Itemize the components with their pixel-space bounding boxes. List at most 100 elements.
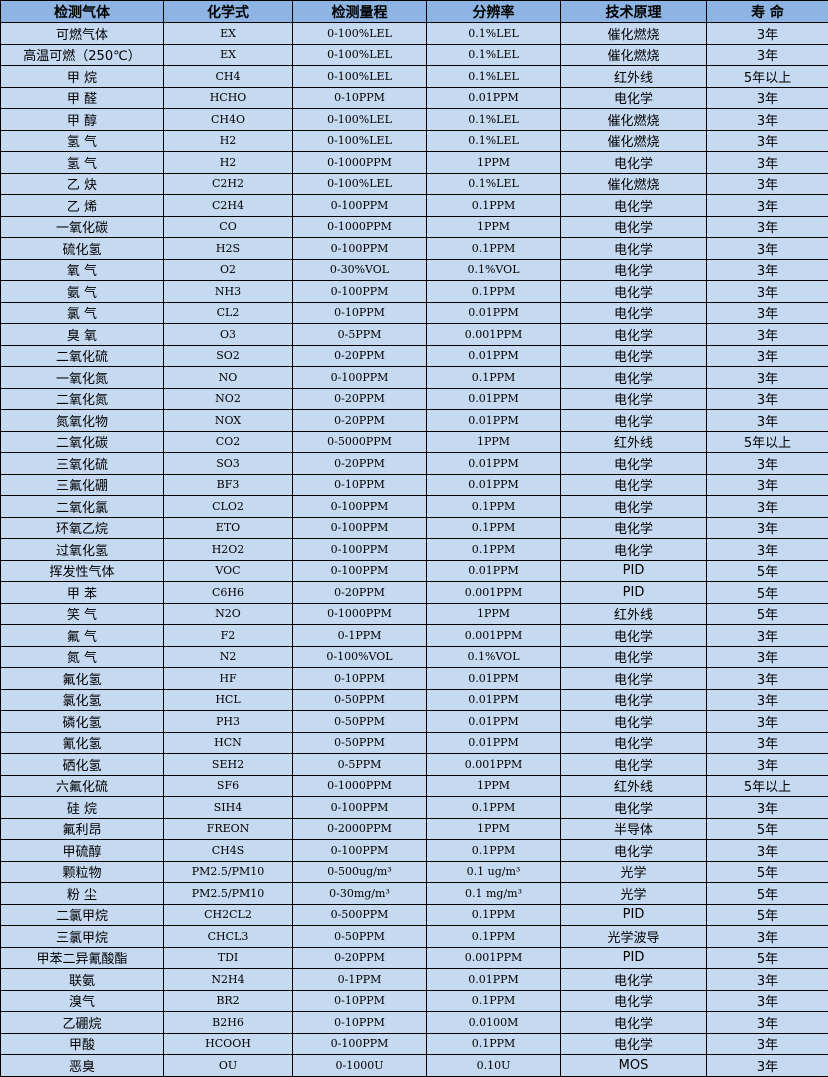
gas-cell: 氢 气 (1, 152, 164, 174)
formula-cell: HCOOH (164, 1033, 293, 1055)
formula-cell: CO2 (164, 431, 293, 453)
gas-cell: 二氧化硫 (1, 345, 164, 367)
range-cell: 0-10PPM (293, 474, 427, 496)
range-cell: 0-500ug/m³ (293, 861, 427, 883)
range-cell: 0-20PPM (293, 582, 427, 604)
resolution-cell: 0.1%LEL (427, 44, 561, 66)
gas-cell: 臭 氧 (1, 324, 164, 346)
formula-cell: CH4 (164, 66, 293, 88)
range-cell: 0-5PPM (293, 324, 427, 346)
principle-cell: 电化学 (561, 324, 707, 346)
principle-cell: 电化学 (561, 1012, 707, 1034)
range-cell: 0-100PPM (293, 238, 427, 260)
resolution-cell: 0.0100M (427, 1012, 561, 1034)
range-cell: 0-1PPM (293, 625, 427, 647)
lifespan-cell: 3年 (707, 496, 828, 518)
range-cell: 0-100PPM (293, 195, 427, 217)
gas-cell: 甲酸 (1, 1033, 164, 1055)
gas-cell: 乙 烯 (1, 195, 164, 217)
range-cell: 0-100PPM (293, 560, 427, 582)
principle-cell: 电化学 (561, 1033, 707, 1055)
lifespan-cell: 3年 (707, 87, 828, 109)
principle-cell: PID (561, 947, 707, 969)
lifespan-cell: 3年 (707, 689, 828, 711)
lifespan-cell: 5年 (707, 904, 828, 926)
principle-cell: 电化学 (561, 754, 707, 776)
range-cell: 0-100%LEL (293, 66, 427, 88)
range-cell: 0-100PPM (293, 1033, 427, 1055)
formula-cell: EX (164, 23, 293, 45)
principle-cell: 电化学 (561, 732, 707, 754)
principle-cell: 电化学 (561, 840, 707, 862)
resolution-cell: 0.1%LEL (427, 23, 561, 45)
header-gas: 检测气体 (1, 1, 164, 23)
header-range: 检测量程 (293, 1, 427, 23)
range-cell: 0-5000PPM (293, 431, 427, 453)
gas-cell: 二氧化碳 (1, 431, 164, 453)
resolution-cell: 0.1PPM (427, 517, 561, 539)
gas-cell: 氮 气 (1, 646, 164, 668)
formula-cell: SEH2 (164, 754, 293, 776)
resolution-cell: 0.01PPM (427, 345, 561, 367)
principle-cell: 催化燃烧 (561, 109, 707, 131)
gas-cell: 三氯甲烷 (1, 926, 164, 948)
formula-cell: EX (164, 44, 293, 66)
lifespan-cell: 3年 (707, 130, 828, 152)
lifespan-cell: 3年 (707, 1055, 828, 1077)
resolution-cell: 0.001PPM (427, 754, 561, 776)
gas-cell: 氧 气 (1, 259, 164, 281)
range-cell: 0-10PPM (293, 668, 427, 690)
lifespan-cell: 3年 (707, 152, 828, 174)
gas-cell: 甲 烷 (1, 66, 164, 88)
resolution-cell: 0.1PPM (427, 539, 561, 561)
principle-cell: PID (561, 904, 707, 926)
gas-cell: 溴气 (1, 990, 164, 1012)
principle-cell: 电化学 (561, 474, 707, 496)
lifespan-cell: 3年 (707, 1033, 828, 1055)
principle-cell: 电化学 (561, 689, 707, 711)
principle-cell: 光学 (561, 883, 707, 905)
resolution-cell: 0.001PPM (427, 625, 561, 647)
range-cell: 0-10PPM (293, 1012, 427, 1034)
resolution-cell: 0.1PPM (427, 1033, 561, 1055)
lifespan-cell: 3年 (707, 711, 828, 733)
formula-cell: NH3 (164, 281, 293, 303)
header-row: 检测气体 化学式 检测量程 分辨率 技术原理 寿 命 (1, 1, 828, 23)
principle-cell: 电化学 (561, 625, 707, 647)
resolution-cell: 0.1PPM (427, 797, 561, 819)
formula-cell: PH3 (164, 711, 293, 733)
range-cell: 0-10PPM (293, 87, 427, 109)
principle-cell: 电化学 (561, 711, 707, 733)
principle-cell: 电化学 (561, 388, 707, 410)
formula-cell: N2H4 (164, 969, 293, 991)
formula-cell: CH4S (164, 840, 293, 862)
gas-cell: 过氧化氢 (1, 539, 164, 561)
resolution-cell: 0.1%VOL (427, 259, 561, 281)
formula-cell: SIH4 (164, 797, 293, 819)
lifespan-cell: 3年 (707, 754, 828, 776)
range-cell: 0-1PPM (293, 969, 427, 991)
principle-cell: 电化学 (561, 410, 707, 432)
lifespan-cell: 5年 (707, 582, 828, 604)
gas-cell: 挥发性气体 (1, 560, 164, 582)
lifespan-cell: 5年 (707, 818, 828, 840)
resolution-cell: 0.01PPM (427, 668, 561, 690)
range-cell: 0-100PPM (293, 797, 427, 819)
range-cell: 0-1000PPM (293, 603, 427, 625)
principle-cell: 电化学 (561, 302, 707, 324)
gas-cell: 甲 苯 (1, 582, 164, 604)
principle-cell: 电化学 (561, 969, 707, 991)
principle-cell: 催化燃烧 (561, 23, 707, 45)
lifespan-cell: 3年 (707, 840, 828, 862)
gas-cell: 甲 醛 (1, 87, 164, 109)
